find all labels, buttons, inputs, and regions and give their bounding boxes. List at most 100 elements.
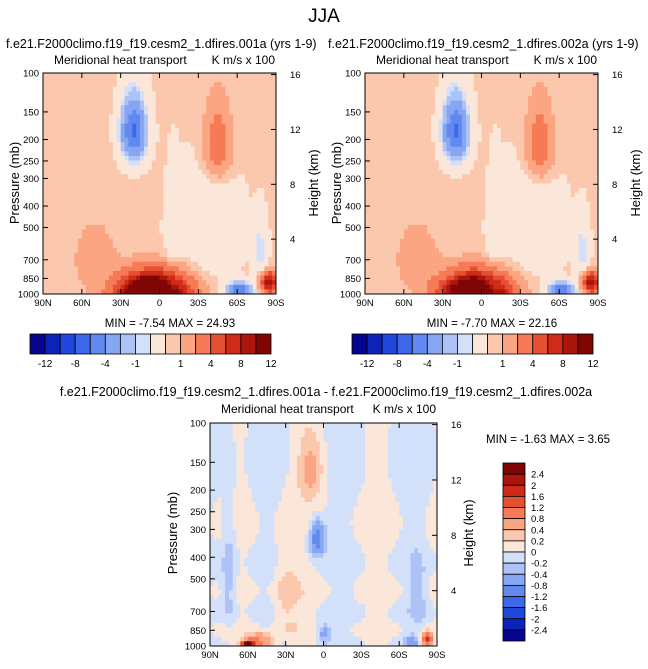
heatmap-cell (155, 289, 160, 295)
heatmap-cell (143, 284, 149, 290)
heatmap-cell (136, 105, 141, 111)
heatmap-cell (264, 280, 269, 286)
heatmap-cell (469, 73, 475, 78)
heatmap-cell (539, 132, 545, 138)
heatmap-cell (112, 137, 118, 143)
heatmap-cell (531, 160, 537, 166)
heatmap-cell (524, 96, 529, 102)
heatmap-cell (89, 132, 94, 138)
heatmap-cell (365, 128, 370, 134)
heatmap-cell (155, 174, 160, 180)
heatmap-cell (524, 128, 529, 134)
heatmap-cell (481, 142, 486, 148)
heatmap-cell (147, 155, 153, 161)
heatmap-cell (58, 119, 63, 125)
heatmap-cell (43, 266, 48, 272)
heatmap-cell (431, 178, 436, 184)
heatmap-cell (481, 137, 486, 143)
heatmap-cell (570, 220, 576, 226)
heatmap-cell (159, 206, 164, 212)
heatmap-cell (528, 82, 533, 88)
heatmap-cell (120, 206, 125, 212)
heatmap-cell (81, 82, 87, 88)
heatmap-cell (167, 284, 172, 290)
heatmap-cell (566, 137, 572, 143)
heatmap-cell (46, 257, 52, 263)
heatmap-cell (566, 86, 572, 92)
heatmap-cell (206, 178, 211, 184)
heatmap-cell (112, 275, 118, 281)
heatmap-cell (485, 220, 490, 226)
heatmap-cell (539, 224, 545, 230)
heatmap-cell (97, 146, 102, 152)
heatmap-cell (454, 73, 459, 78)
heatmap-cell (365, 119, 370, 125)
heatmap-cell (241, 165, 246, 171)
heatmap-cell (555, 151, 560, 157)
heatmap-cell (547, 160, 552, 166)
heatmap-cell (268, 174, 273, 180)
heatmap-cell (43, 151, 48, 157)
heatmap-cell (563, 137, 568, 143)
heatmap-cell (555, 197, 560, 203)
heatmap-cell (500, 201, 506, 207)
heatmap-cell (241, 211, 246, 217)
heatmap-cell (438, 100, 444, 106)
heatmap-cell (520, 206, 525, 212)
heatmap-cell (209, 261, 215, 267)
heatmap-cell (70, 105, 75, 111)
heatmap-cell (586, 146, 591, 152)
heatmap-cell (543, 155, 548, 161)
heatmap-cell (128, 146, 133, 152)
heatmap-cell (198, 224, 203, 230)
heatmap-cell (590, 197, 595, 203)
heatmap-cell (563, 132, 568, 138)
heatmap-cell (112, 155, 118, 161)
heatmap-cell (178, 165, 184, 171)
heatmap-cell (105, 261, 110, 267)
heatmap-cell (112, 280, 118, 286)
heatmap-cell (124, 109, 129, 115)
heatmap-cell (415, 197, 420, 203)
heatmap-cell (438, 211, 444, 217)
heatmap-cell (89, 165, 94, 171)
heatmap-cell (423, 100, 428, 106)
heatmap-cell (50, 151, 56, 157)
heatmap-cell (81, 109, 87, 115)
heatmap-cell (438, 132, 444, 138)
heatmap-cell (171, 114, 176, 120)
heatmap-cell (81, 178, 87, 184)
heatmap-cell (264, 109, 269, 115)
heatmap-cell (155, 197, 160, 203)
heatmap-cell (411, 211, 416, 217)
heatmap-cell (403, 119, 409, 125)
heatmap-cell (101, 137, 106, 143)
heatmap-cell (217, 165, 223, 171)
heatmap-cell (547, 132, 552, 138)
heatmap-cell (473, 224, 479, 230)
heatmap-cell (221, 206, 226, 212)
heatmap-cell (155, 178, 160, 184)
heatmap-cell (70, 137, 75, 143)
heatmap-cell (264, 142, 269, 148)
heatmap-cell (105, 178, 110, 184)
heatmap-cell (140, 119, 145, 125)
heatmap-cell (178, 289, 184, 295)
heatmap-cell (202, 261, 207, 267)
heatmap-cell (112, 224, 118, 230)
heatmap-cell (563, 160, 568, 166)
heatmap-cell (163, 289, 168, 295)
heatmap-cell (159, 224, 164, 230)
heatmap-cell (132, 270, 137, 276)
heatmap-cell (190, 243, 195, 249)
heatmap-cell (143, 280, 149, 286)
heatmap-cell (582, 105, 587, 111)
heatmap-cell (508, 114, 513, 120)
heatmap-cell (248, 96, 254, 102)
heatmap-cell (241, 289, 246, 295)
heatmap-cell (190, 192, 195, 198)
heatmap-cell (388, 215, 393, 221)
heatmap-cell (272, 215, 277, 221)
heatmap-cell (194, 132, 199, 138)
heatmap-cell (151, 183, 157, 189)
